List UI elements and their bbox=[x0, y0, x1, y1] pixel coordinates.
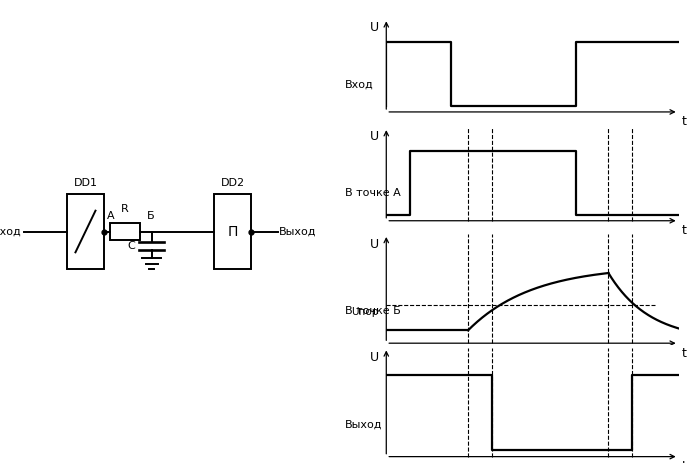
Text: t: t bbox=[681, 224, 686, 237]
Text: Вход: Вход bbox=[0, 226, 22, 237]
Text: t: t bbox=[681, 460, 686, 463]
Text: U: U bbox=[370, 21, 379, 34]
Text: П: П bbox=[228, 225, 237, 238]
Text: Выход: Выход bbox=[279, 226, 317, 237]
Text: А: А bbox=[106, 211, 114, 221]
Text: t: t bbox=[681, 115, 686, 128]
Text: С: С bbox=[127, 241, 135, 251]
Bar bbox=[67, 194, 104, 269]
Text: Выход: Выход bbox=[345, 419, 383, 429]
Text: U: U bbox=[370, 130, 379, 143]
Text: Вход: Вход bbox=[345, 79, 374, 89]
Text: Uпор: Uпор bbox=[351, 307, 379, 317]
Text: Б: Б bbox=[147, 211, 155, 221]
Bar bbox=[110, 223, 140, 240]
Text: DD1: DD1 bbox=[74, 177, 97, 188]
Text: R: R bbox=[121, 204, 129, 214]
Text: DD2: DD2 bbox=[221, 177, 244, 188]
Text: U: U bbox=[370, 238, 379, 250]
Text: t: t bbox=[681, 347, 686, 360]
Text: В точке Б: В точке Б bbox=[345, 306, 401, 316]
Text: В точке А: В точке А bbox=[345, 188, 401, 198]
Bar bbox=[214, 194, 251, 269]
Text: U: U bbox=[370, 351, 379, 364]
